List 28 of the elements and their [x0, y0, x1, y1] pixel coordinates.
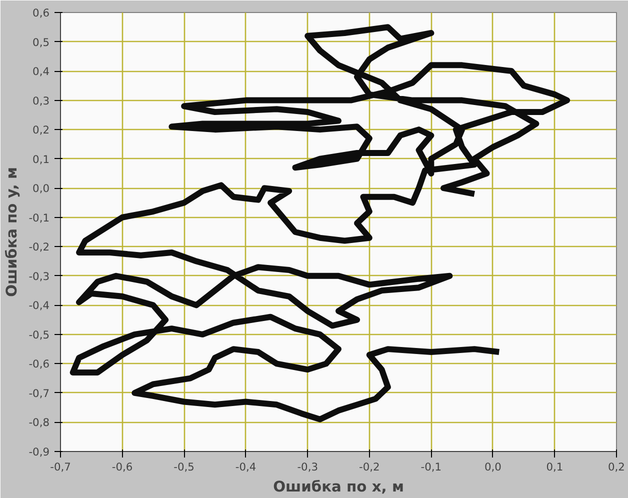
y-tick-label: 0,6	[32, 6, 50, 20]
x-tick-label: -0,3	[297, 460, 318, 474]
x-tick-label: -0,4	[235, 460, 256, 474]
y-tick-label: -0,2	[28, 240, 50, 254]
x-tick-label: -0,6	[112, 460, 133, 474]
y-tick-label: 0,4	[32, 65, 50, 78]
x-tick-label: 0,0	[484, 460, 502, 474]
y-tick-label: -0,1	[28, 211, 50, 224]
x-tick-label: -0,1	[420, 460, 442, 474]
y-tick-label: 0,1	[32, 152, 50, 166]
x-tick-label: 0,2	[608, 460, 625, 474]
y-tick-label: -0,4	[28, 299, 50, 312]
y-tick-label: -0,6	[28, 358, 50, 371]
y-tick-label: -0,3	[28, 270, 50, 283]
y-tick-label: 0,2	[32, 124, 50, 137]
y-tick-label: -0,5	[28, 328, 50, 342]
y-tick-label: 0,5	[32, 36, 50, 49]
x-axis-title: Ошибка по x, м	[273, 478, 404, 496]
y-tick-label: -0,7	[28, 386, 50, 400]
x-tick-label: -0,2	[358, 460, 380, 474]
x-tick-label: -0,7	[50, 460, 71, 474]
y-axis-title: Ошибка по y, м	[4, 167, 21, 297]
x-tick-label: 0,1	[546, 460, 564, 474]
y-tick-label: 0,0	[32, 182, 50, 196]
x-tick-label: -0,5	[174, 460, 194, 474]
y-tick-label: -0,8	[28, 416, 50, 430]
y-tick-label: 0,3	[32, 94, 50, 108]
y-tick-label: -0,9	[28, 446, 50, 458]
